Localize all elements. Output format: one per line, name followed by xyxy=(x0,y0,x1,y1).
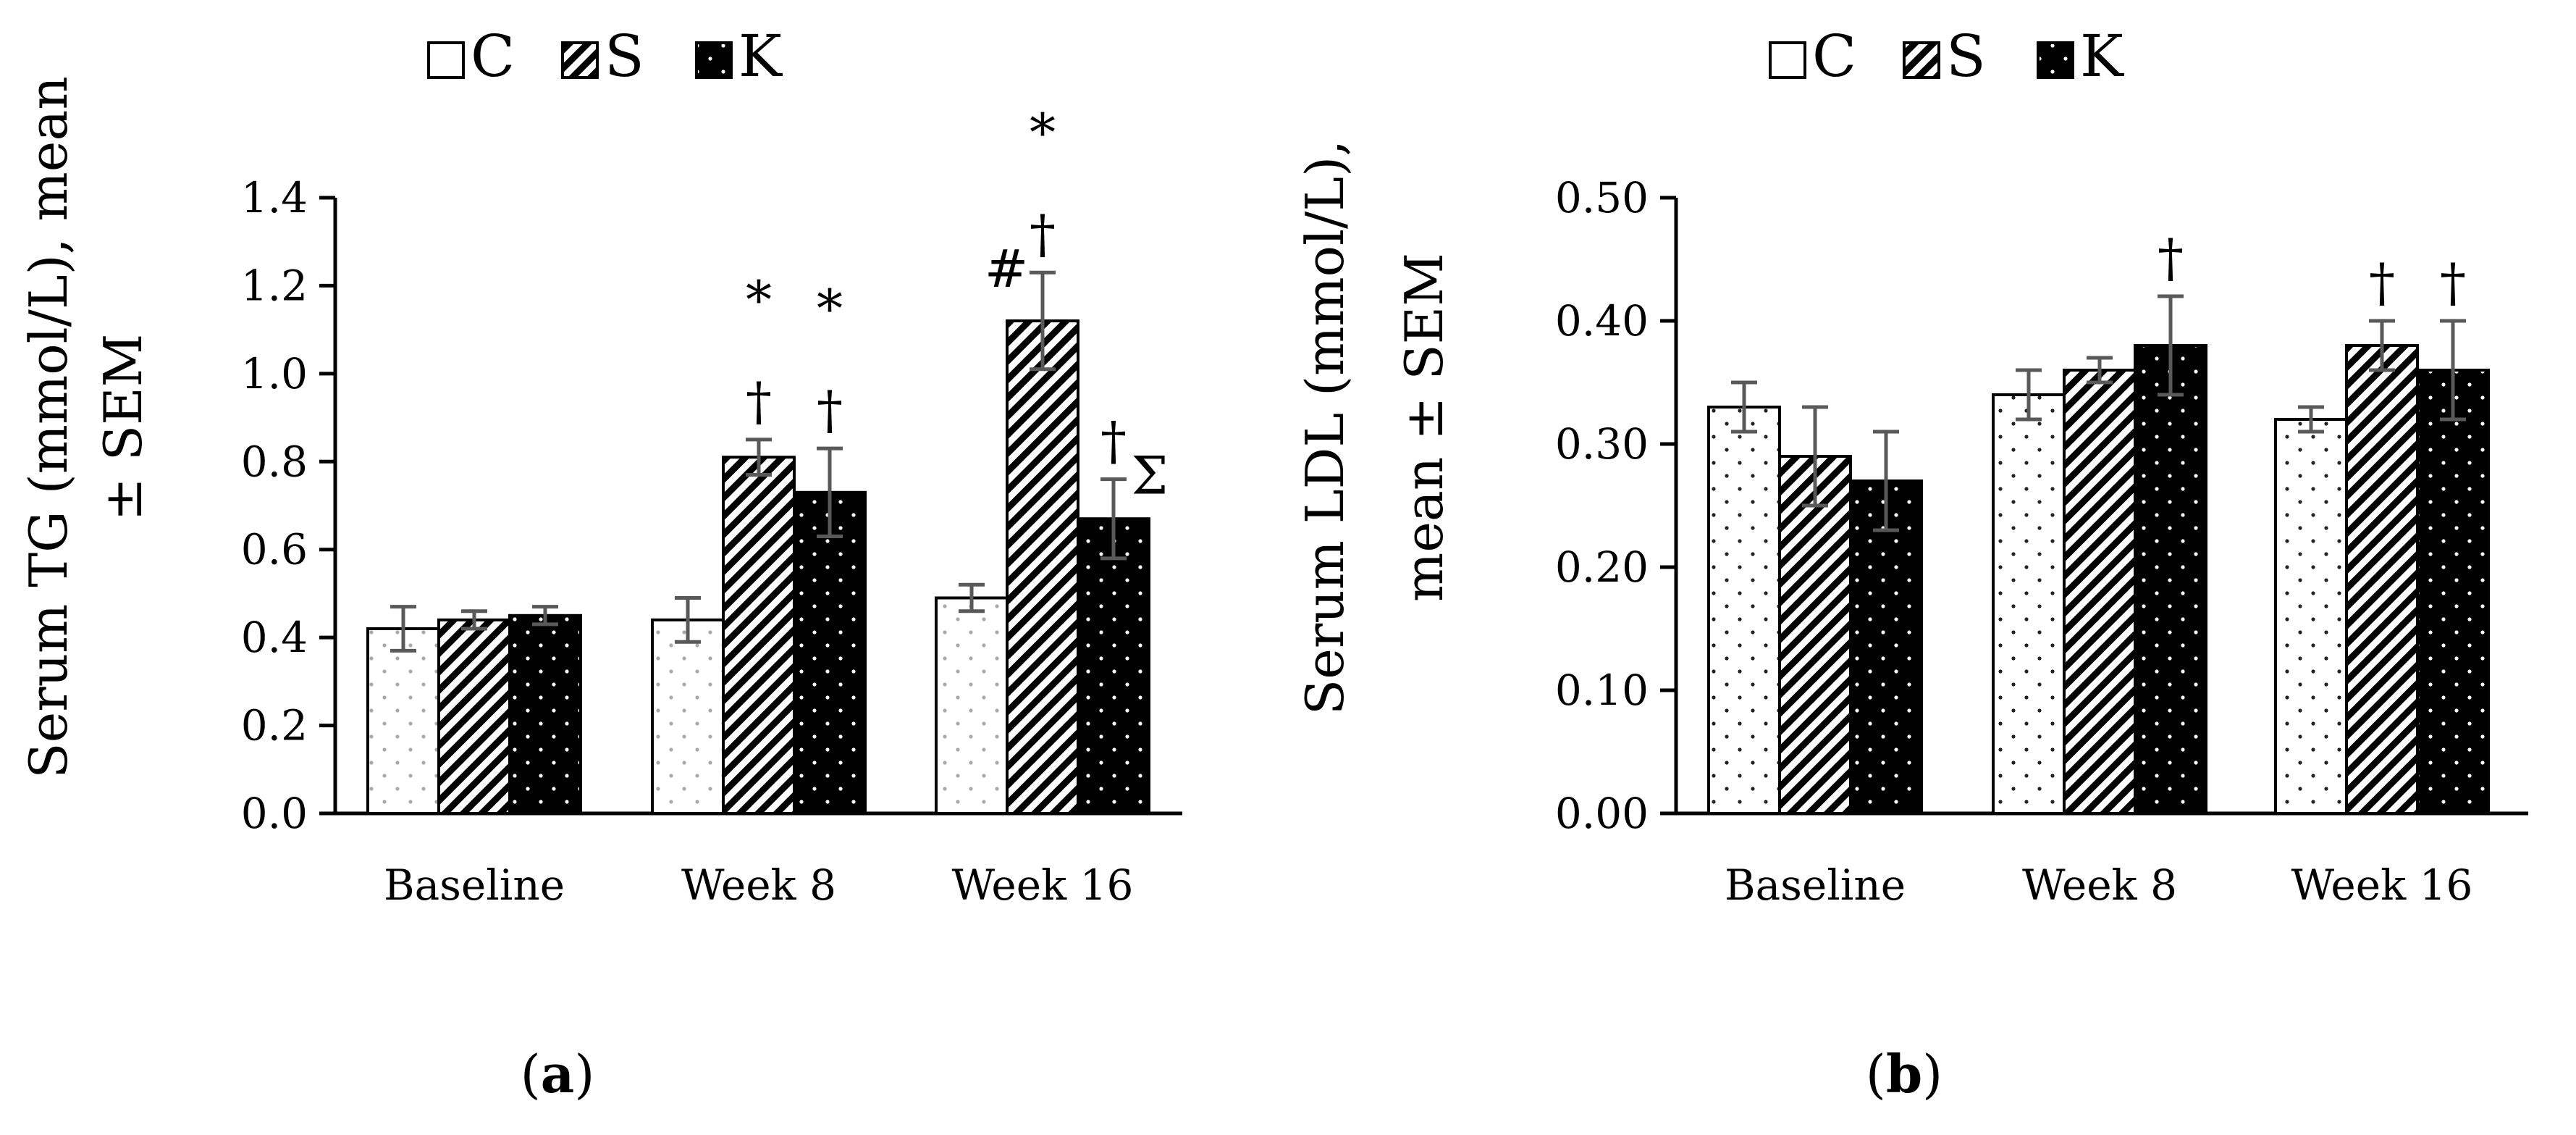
significance-mark: # xyxy=(985,238,1028,299)
x-category-label: Week 8 xyxy=(2022,860,2177,910)
significance-mark: * xyxy=(817,278,843,339)
x-category-label: Baseline xyxy=(1725,860,1906,910)
x-category-label: Week 16 xyxy=(952,860,1134,910)
y-tick-label: 0.0 xyxy=(241,789,308,838)
significance-mark: * xyxy=(1030,102,1056,163)
legend-swatch-S xyxy=(1903,41,1940,79)
x-category-label: Baseline xyxy=(384,860,565,910)
panel-a-chart: 0.0 0.2 0.4 0.6 0.8 1.0 1.2 1.4 Serum TG (mmol/L… xyxy=(18,22,1182,1105)
bar-S-week-8 xyxy=(2063,369,2137,815)
y-tick-label: 0.20 xyxy=(1555,543,1649,592)
significance-mark: † xyxy=(2440,252,2466,313)
legend-label-K: K xyxy=(738,22,783,90)
x-category-label: Week 16 xyxy=(2291,860,2473,910)
y-tick-label: 0.30 xyxy=(1555,419,1649,469)
bar-C-week-8 xyxy=(1992,393,2066,815)
legend-swatch-K xyxy=(695,41,733,79)
y-axis-title-line: ± SEM xyxy=(93,334,153,522)
significance-mark: † xyxy=(2158,227,2184,288)
y-tick-label: 1.2 xyxy=(241,261,308,310)
bar-K-baseline xyxy=(508,613,582,815)
significance-mark: † xyxy=(1100,411,1127,472)
y-axis-title-line: Serum LDL (mmol/L), xyxy=(1295,140,1355,715)
panel-label: (a) xyxy=(521,1043,595,1105)
legend-swatch-C xyxy=(1769,41,1806,79)
y-tick-label: 0.8 xyxy=(241,437,308,486)
bar-S-week-16 xyxy=(1006,319,1079,815)
y-tick-label: 1.4 xyxy=(241,173,308,222)
panel-b-chart: 0.00 0.10 0.20 0.30 0.40 0.50 Serum LDL (mmol/… xyxy=(1295,22,2528,1105)
y-tick-label: 0.00 xyxy=(1555,789,1649,838)
significance-mark: † xyxy=(2369,252,2395,313)
bar-C-week-8 xyxy=(651,618,725,815)
y-tick-label: 1.0 xyxy=(241,349,308,398)
y-tick-label: 0.50 xyxy=(1555,173,1649,222)
bar-K-week-16 xyxy=(1077,517,1150,815)
legend-label-K: K xyxy=(2080,22,2124,90)
bar-C-baseline xyxy=(1707,406,1781,815)
legend-swatch-K xyxy=(2037,41,2074,79)
significance-mark: † xyxy=(1030,204,1056,264)
panel-label: (b) xyxy=(1866,1043,1943,1105)
bar-K-week-8 xyxy=(2134,344,2207,815)
y-tick-label: 0.2 xyxy=(241,701,308,750)
significance-mark: † xyxy=(817,380,843,440)
y-tick-label: 0.6 xyxy=(241,525,308,574)
bar-K-baseline xyxy=(1849,479,1923,815)
y-tick-label: 0.4 xyxy=(241,613,308,662)
bar-C-baseline xyxy=(366,627,440,815)
bar-S-week-16 xyxy=(2345,344,2419,815)
bar-C-week-16 xyxy=(2274,418,2348,815)
legend-label-S: S xyxy=(1946,22,1986,90)
y-axis-title-line: Serum TG (mmol/L), mean xyxy=(18,76,79,778)
x-category-label: Week 8 xyxy=(681,860,836,910)
y-tick-label: 0.40 xyxy=(1555,296,1649,345)
significance-mark: Σ xyxy=(1132,445,1169,506)
y-axis-title-line: mean ± SEM xyxy=(1394,253,1455,602)
bar-K-week-8 xyxy=(793,490,867,815)
bar-S-baseline xyxy=(437,618,511,815)
legend-swatch-C xyxy=(427,41,465,79)
legend-label-C: C xyxy=(1812,22,1856,90)
bar-S-week-8 xyxy=(722,456,796,815)
bar-C-week-16 xyxy=(935,596,1009,815)
significance-mark: * xyxy=(746,269,772,330)
bar-K-week-16 xyxy=(2416,369,2490,815)
bar-S-baseline xyxy=(1778,455,1852,815)
legend-label-C: C xyxy=(471,22,515,90)
legend-label-S: S xyxy=(605,22,644,90)
y-tick-label: 0.10 xyxy=(1555,666,1649,715)
legend-swatch-S xyxy=(561,41,599,79)
significance-mark: † xyxy=(746,371,772,432)
